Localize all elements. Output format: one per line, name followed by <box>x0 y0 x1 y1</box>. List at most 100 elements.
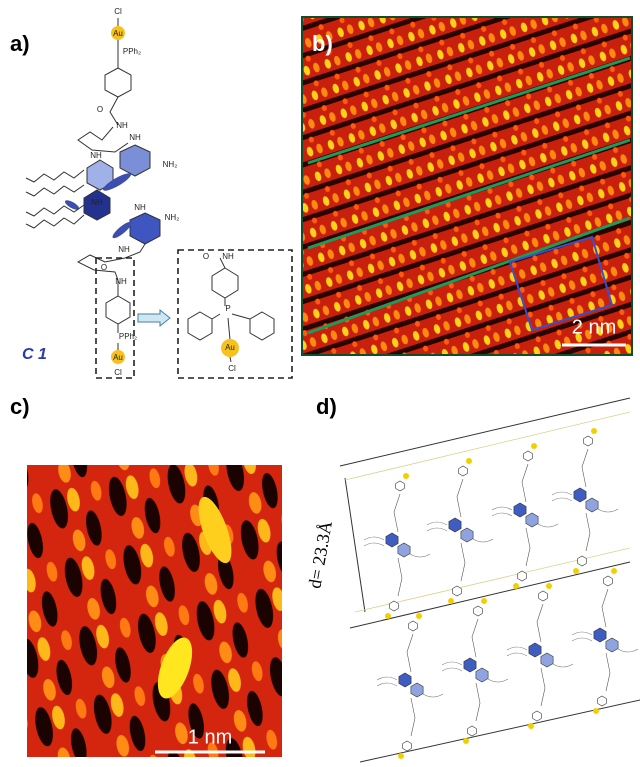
ring <box>528 642 542 658</box>
stm-image <box>27 465 282 757</box>
chain <box>363 536 431 558</box>
chain <box>406 633 416 737</box>
unit-cell <box>508 235 614 332</box>
scale-label: 2 nm <box>572 316 616 338</box>
gold-atom <box>416 613 422 619</box>
atom-label: NH <box>129 133 141 142</box>
gold-atom <box>385 613 391 619</box>
chain <box>551 491 619 513</box>
ring <box>402 740 412 752</box>
ring <box>395 480 405 492</box>
atom-label: O <box>203 252 209 261</box>
stm-image <box>301 16 633 356</box>
ring <box>532 710 542 722</box>
atom-label: NH <box>222 252 234 261</box>
ring <box>593 627 607 643</box>
ring <box>538 590 548 602</box>
ring <box>597 695 607 707</box>
ring <box>398 672 412 688</box>
gold-atom <box>591 428 597 434</box>
panel-label: a) <box>10 31 30 56</box>
chain <box>393 493 403 597</box>
gold-atom <box>531 443 537 449</box>
gold-atom <box>593 708 599 714</box>
atom-label: O <box>97 105 103 114</box>
ring <box>452 585 462 597</box>
panel-label: d) <box>316 394 337 419</box>
layer-lines <box>339 397 640 763</box>
gold-atom <box>398 753 404 759</box>
ring <box>523 450 533 462</box>
bright-spot <box>198 496 232 564</box>
chain <box>426 521 494 543</box>
atom-label: PPh₂ <box>119 332 137 341</box>
chain <box>456 478 466 582</box>
atom-label: NH <box>116 121 128 130</box>
packing-diagram <box>363 428 639 759</box>
atom-label: NH <box>134 203 146 212</box>
atom-label: P <box>225 304 230 313</box>
atom-label: Au <box>225 343 235 352</box>
ring <box>585 497 599 513</box>
chain <box>376 676 444 698</box>
ring <box>410 682 424 698</box>
atom-label: Au <box>113 29 123 38</box>
gold-atom <box>403 473 409 479</box>
compound-label: C 1 <box>22 346 47 363</box>
gold-atom <box>448 598 454 604</box>
atom-label: NH <box>90 151 102 160</box>
molecule-c1 <box>25 18 293 379</box>
spacing-label: d= 23.3Å <box>304 519 336 590</box>
ring <box>463 657 477 673</box>
ring <box>460 527 474 543</box>
gold-atom <box>546 583 552 589</box>
chain <box>441 661 509 683</box>
atom-label: O <box>101 263 107 272</box>
gold-atom <box>528 723 534 729</box>
chain <box>571 631 639 653</box>
gold-atom <box>466 458 472 464</box>
atom-label: Cl <box>114 7 122 16</box>
chain <box>521 463 531 567</box>
ring <box>389 600 399 612</box>
atom-label: NH₂ <box>163 160 178 169</box>
ring <box>577 555 587 567</box>
gold-atom <box>611 568 617 574</box>
ring <box>408 620 418 632</box>
ring <box>583 435 593 447</box>
chain <box>601 588 611 692</box>
atom-label: Cl <box>228 364 236 373</box>
ring <box>573 487 587 503</box>
ring <box>517 570 527 582</box>
ring <box>525 512 539 528</box>
ring <box>385 532 399 548</box>
chain <box>506 646 574 668</box>
gold-atom <box>513 583 519 589</box>
gold-atom <box>463 738 469 744</box>
scale-label: 1 nm <box>188 726 232 748</box>
atom-label: PPh₂ <box>123 47 141 56</box>
ring <box>458 465 468 477</box>
ring <box>397 542 411 558</box>
ring <box>540 652 554 668</box>
ring <box>475 667 489 683</box>
ring <box>605 637 619 653</box>
gold-atom <box>481 598 487 604</box>
ring <box>513 502 527 518</box>
chain <box>581 448 591 552</box>
atom-label: Au <box>113 353 123 362</box>
panel-label: c) <box>10 394 30 419</box>
chain <box>491 506 559 528</box>
row-lines <box>307 56 631 335</box>
ring <box>473 605 483 617</box>
bright-spot <box>157 637 193 699</box>
atom-label: NH₂ <box>165 213 180 222</box>
chain <box>536 603 546 707</box>
ring <box>448 517 462 533</box>
atom-label: NH <box>118 245 130 254</box>
atom-label: NH <box>91 198 103 207</box>
panel-label: b) <box>312 31 333 56</box>
atom-label: NH <box>115 277 127 286</box>
